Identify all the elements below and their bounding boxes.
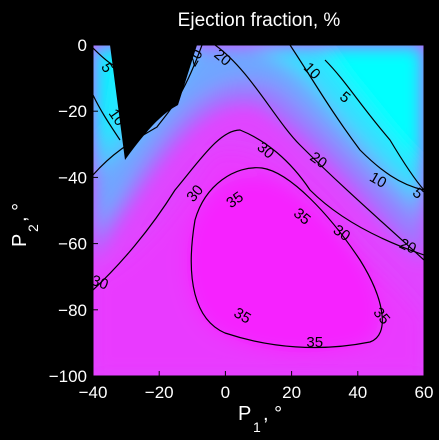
y-tick-label: −20 <box>58 102 87 121</box>
y-tick-label: −40 <box>58 168 87 187</box>
contour-label: 35 <box>223 188 246 211</box>
y-tick-label: −80 <box>58 301 87 320</box>
x-tick-label: −20 <box>145 383 174 402</box>
contour-20-left <box>93 45 203 176</box>
contour-30-mid <box>93 129 424 291</box>
x-axis-label-unit: , ° <box>263 403 282 425</box>
x-tick-label: 20 <box>282 383 301 402</box>
contour-label: 10 <box>366 169 389 192</box>
x-tick-label: 40 <box>348 383 367 402</box>
contour-5-left <box>93 47 114 66</box>
contour-label: 20 <box>397 235 419 257</box>
x-axis-label-main: P <box>238 403 251 425</box>
contour-label: 30 <box>183 182 207 206</box>
contour-10-upper <box>289 45 424 191</box>
y-axis-ticks: 0 −20 −40 −60 −80 −100 <box>49 36 98 386</box>
x-axis-label: P 1 , ° <box>238 403 282 435</box>
y-axis-label-main: P <box>9 234 31 247</box>
contour-label: 35 <box>306 334 323 351</box>
y-axis-label-sub: 2 <box>25 224 41 232</box>
contour-label: 20 <box>307 149 330 172</box>
x-tick-label: 60 <box>415 383 434 402</box>
contour-label: 30 <box>330 221 353 244</box>
plot-frame <box>92 44 425 377</box>
x-axis-label-sub: 1 <box>253 419 261 435</box>
y-tick-label: 0 <box>78 36 87 55</box>
contour-35-loop <box>190 167 383 349</box>
contour-label: 30 <box>89 272 110 294</box>
x-tick-label: 0 <box>221 383 230 402</box>
contour-10-left <box>93 94 121 141</box>
x-tick-label: −40 <box>79 383 108 402</box>
x-axis-ticks: −40 −20 0 20 40 60 <box>79 371 434 402</box>
contour-label: 10 <box>105 106 128 129</box>
chart-title: Ejection fraction, % <box>178 10 341 31</box>
contour-20-top <box>214 45 424 261</box>
contour-5-upper <box>324 59 424 191</box>
y-axis-label: P 2 , ° <box>9 203 41 247</box>
contour-lines <box>93 45 424 349</box>
y-tick-label: −100 <box>49 367 87 386</box>
contour-label: 20 <box>184 46 207 69</box>
undefined-region <box>110 45 197 160</box>
y-tick-label: −60 <box>58 235 87 254</box>
contour-label: 35 <box>370 304 394 328</box>
y-axis-label-unit: , ° <box>9 203 31 222</box>
contour-label: 35 <box>231 304 254 327</box>
